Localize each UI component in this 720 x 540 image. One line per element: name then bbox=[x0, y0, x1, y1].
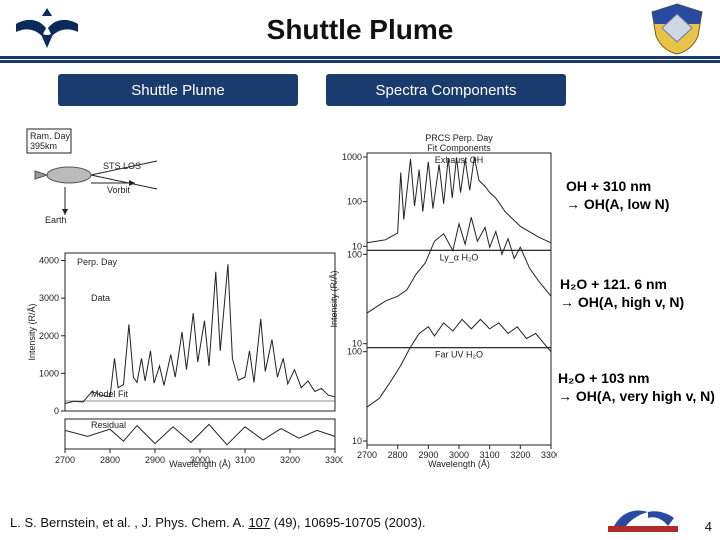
citation-post: (49), 10695-10705 (2003). bbox=[270, 515, 425, 530]
svg-text:STS LOS: STS LOS bbox=[103, 161, 141, 171]
svg-text:4000: 4000 bbox=[39, 256, 59, 266]
annotation-2: H₂O + 121. 6 nm → OH(A, high v, N) bbox=[560, 276, 684, 311]
svg-text:PRCS Perp. Day: PRCS Perp. Day bbox=[425, 133, 493, 143]
svg-text:2800: 2800 bbox=[388, 450, 408, 460]
svg-text:395km: 395km bbox=[30, 141, 57, 151]
svg-text:2000: 2000 bbox=[39, 331, 59, 341]
tab-label: Spectra Components bbox=[376, 82, 517, 99]
tab-spectra-components[interactable]: Spectra Components bbox=[326, 74, 566, 106]
page-number: 4 bbox=[705, 519, 712, 534]
citation-vol: 107 bbox=[248, 515, 270, 530]
svg-text:2900: 2900 bbox=[145, 455, 165, 465]
svg-text:3200: 3200 bbox=[280, 455, 300, 465]
svg-text:1000: 1000 bbox=[342, 152, 362, 162]
svg-text:Fit Components: Fit Components bbox=[427, 143, 491, 153]
page-title: Shuttle Plume bbox=[0, 14, 720, 46]
svg-text:Residual: Residual bbox=[91, 420, 126, 430]
tab-shuttle-plume[interactable]: Shuttle Plume bbox=[58, 74, 298, 106]
svg-text:Model Fit: Model Fit bbox=[91, 389, 129, 399]
citation-pre: L. S. Bernstein, et al. , J. Phys. Chem.… bbox=[10, 515, 248, 530]
svg-text:3200: 3200 bbox=[510, 450, 530, 460]
header-rule-1 bbox=[0, 56, 720, 59]
svg-text:Intensity (R/Å): Intensity (R/Å) bbox=[329, 270, 339, 327]
svg-text:Wavelength (Å): Wavelength (Å) bbox=[169, 459, 231, 469]
svg-text:100: 100 bbox=[347, 249, 362, 259]
afrl-shield-logo bbox=[648, 2, 706, 56]
svg-text:10: 10 bbox=[352, 436, 362, 446]
svg-text:Ly_α H₂O: Ly_α H₂O bbox=[440, 252, 479, 262]
svg-text:3000: 3000 bbox=[39, 293, 59, 303]
svg-text:2800: 2800 bbox=[100, 455, 120, 465]
footer-centennial-logo bbox=[608, 504, 678, 534]
svg-text:Intensity (R/Å): Intensity (R/Å) bbox=[27, 303, 37, 360]
svg-text:Perp. Day: Perp. Day bbox=[77, 257, 118, 267]
main-spectrum-panel: Perp. Day 0 1000 2000 3000 4000 Intensity (R/Å… bbox=[22, 240, 342, 470]
usaf-logo bbox=[12, 2, 82, 52]
svg-text:Ram. Day: Ram. Day bbox=[30, 131, 71, 141]
geometry-inset: Ram. Day395km STS LOS Vorbit Earth bbox=[24, 126, 174, 226]
svg-text:0: 0 bbox=[54, 406, 59, 416]
annotation-3: H₂O + 103 nm → OH(A, very high v, N) bbox=[558, 370, 715, 405]
header-rule-2 bbox=[0, 60, 720, 63]
svg-text:Earth: Earth bbox=[45, 215, 67, 225]
svg-text:2700: 2700 bbox=[55, 455, 75, 465]
svg-text:1000: 1000 bbox=[39, 368, 59, 378]
svg-text:3100: 3100 bbox=[235, 455, 255, 465]
svg-text:Data: Data bbox=[91, 293, 110, 303]
svg-text:100: 100 bbox=[347, 197, 362, 207]
svg-text:Far UV H₂O: Far UV H₂O bbox=[435, 350, 483, 360]
svg-text:100: 100 bbox=[347, 347, 362, 357]
component-spectra-panels: PRCS Perp. DayFit Components Intensity (R… bbox=[326, 130, 556, 470]
svg-text:2700: 2700 bbox=[357, 450, 377, 460]
tab-label: Shuttle Plume bbox=[131, 82, 224, 99]
svg-text:Vorbit: Vorbit bbox=[107, 185, 131, 195]
svg-text:3300: 3300 bbox=[541, 450, 557, 460]
citation: L. S. Bernstein, et al. , J. Phys. Chem.… bbox=[10, 515, 426, 530]
svg-text:Wavelength (Å): Wavelength (Å) bbox=[428, 459, 490, 469]
annotation-1: OH + 310 nm → OH(A, low N) bbox=[566, 178, 669, 213]
